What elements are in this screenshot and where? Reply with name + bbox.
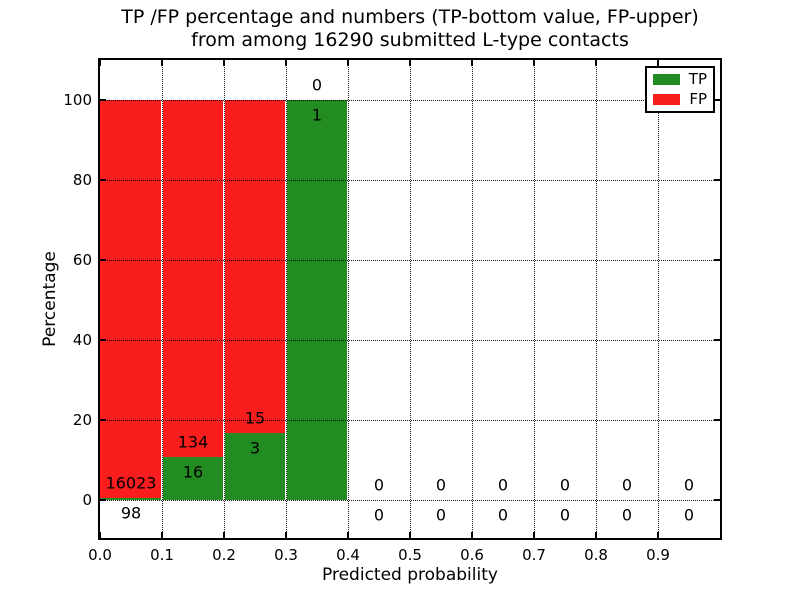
fp-count-label: 0 (559, 475, 571, 495)
x-tick-mark (409, 532, 411, 538)
y-tick-mark (100, 339, 106, 341)
y-tick-label: 40 (72, 331, 92, 349)
y-tick-mark (100, 419, 106, 421)
vertical-gridline (348, 60, 349, 538)
x-tick-mark (471, 532, 473, 538)
x-tick-mark (595, 532, 597, 538)
x-tick-mark (161, 532, 163, 538)
tp-bar-segment (287, 100, 347, 500)
x-tick-mark-top (223, 60, 225, 66)
fp-count-label: 0 (311, 75, 323, 95)
x-tick-label: 0.3 (274, 546, 298, 564)
vertical-gridline (658, 60, 659, 538)
fp-count-label: 0 (621, 475, 633, 495)
y-tick-mark-right (714, 419, 720, 421)
fp-count-label: 15 (244, 408, 266, 428)
vertical-gridline (410, 60, 411, 538)
tp-count-label: 0 (497, 505, 509, 525)
x-tick-mark-top (347, 60, 349, 66)
tp-count-label: 0 (373, 505, 385, 525)
x-tick-label: 0.2 (212, 546, 236, 564)
x-axis-label: Predicted probability (322, 565, 498, 585)
fp-count-label: 0 (497, 475, 509, 495)
tp-count-label: 1 (311, 105, 323, 125)
chart-title-line-1: TP /FP percentage and numbers (TP-bottom… (121, 6, 699, 28)
fp-count-label: 0 (435, 475, 447, 495)
x-tick-mark (657, 532, 659, 538)
y-tick-mark (100, 259, 106, 261)
y-tick-label: 60 (72, 251, 92, 269)
y-tick-mark (100, 179, 106, 181)
legend-label: FP (689, 89, 707, 108)
x-tick-label: 0.5 (398, 546, 422, 564)
fp-bar-segment (225, 100, 285, 434)
tp-count-label: 98 (120, 503, 142, 523)
x-tick-mark-top (471, 60, 473, 66)
x-tick-mark (347, 532, 349, 538)
x-tick-mark-top (161, 60, 163, 66)
legend-entry: TP (653, 72, 707, 87)
tp-count-label: 0 (683, 505, 695, 525)
tp-count-label: 3 (249, 438, 261, 458)
x-tick-mark-top (99, 60, 101, 66)
y-tick-label: 20 (72, 411, 92, 429)
fp-bar-segment (163, 100, 223, 458)
tp-bar-segment (225, 433, 285, 500)
x-tick-label: 0.7 (522, 546, 546, 564)
x-tick-mark-top (409, 60, 411, 66)
fp-count-label: 16023 (105, 473, 157, 493)
y-tick-label: 100 (63, 91, 92, 109)
legend: TP FP (645, 66, 715, 113)
legend-swatch-fp (653, 93, 681, 105)
x-tick-label: 0.0 (88, 546, 112, 564)
horizontal-gridline (100, 500, 720, 501)
y-tick-mark-right (714, 179, 720, 181)
y-tick-mark-right (714, 259, 720, 261)
legend-swatch-tp (653, 74, 680, 86)
x-tick-label: 0.6 (460, 546, 484, 564)
x-tick-mark (223, 532, 225, 538)
fp-bar-segment (100, 100, 161, 498)
vertical-gridline (596, 60, 597, 538)
x-tick-mark-top (285, 60, 287, 66)
legend-entry: FP (653, 89, 707, 108)
y-tick-label: 0 (82, 491, 92, 509)
chart-title-line-2: from among 16290 submitted L-type contac… (191, 29, 629, 51)
x-tick-label: 0.9 (646, 546, 670, 564)
vertical-gridline (472, 60, 473, 538)
vertical-gridline (534, 60, 535, 538)
tp-bar-segment (100, 497, 161, 500)
y-tick-mark (100, 99, 106, 101)
tp-bar-segment (163, 457, 223, 500)
fp-count-label: 0 (683, 475, 695, 495)
fp-count-label: 134 (177, 432, 209, 452)
legend-label: TP (688, 70, 707, 89)
y-tick-label: 80 (72, 171, 92, 189)
tp-count-label: 0 (435, 505, 447, 525)
x-tick-mark (285, 532, 287, 538)
y-tick-mark-right (714, 499, 720, 501)
x-tick-mark-top (595, 60, 597, 66)
fp-count-label: 0 (373, 475, 385, 495)
x-tick-mark (533, 532, 535, 538)
x-tick-mark (99, 532, 101, 538)
y-tick-mark-right (714, 339, 720, 341)
x-tick-label: 0.4 (336, 546, 360, 564)
tp-count-label: 16 (182, 462, 204, 482)
x-tick-label: 0.1 (150, 546, 174, 564)
tp-count-label: 0 (559, 505, 571, 525)
tp-count-label: 0 (621, 505, 633, 525)
x-tick-label: 0.8 (584, 546, 608, 564)
x-tick-mark-top (533, 60, 535, 66)
y-tick-mark (100, 499, 106, 501)
